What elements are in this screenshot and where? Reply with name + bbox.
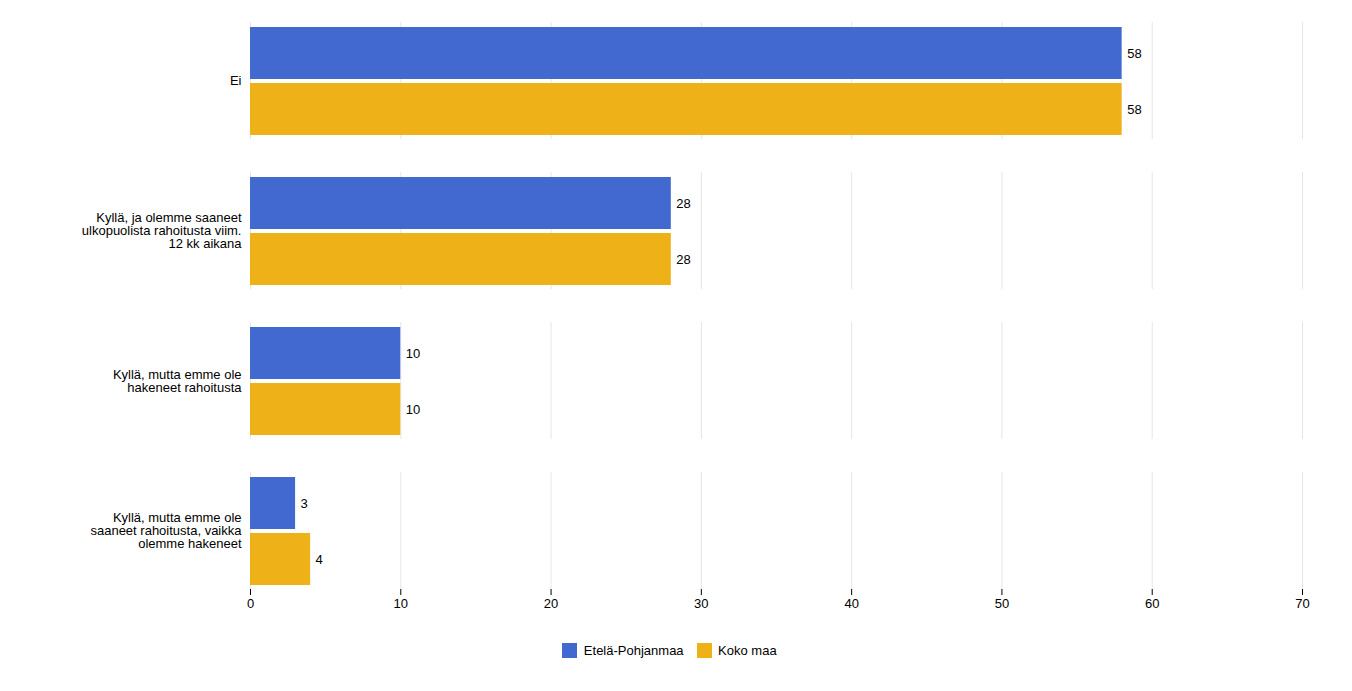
svg-text:60: 60 — [1145, 596, 1159, 611]
svg-text:58: 58 — [1127, 102, 1141, 117]
html-text:Etelä-Pohjanmaa: Etelä-Pohjanmaa — [583, 643, 684, 658]
svg-text:30: 30 — [694, 596, 708, 611]
svg-text:40: 40 — [844, 596, 858, 611]
svg-text:3: 3 — [301, 496, 308, 511]
svg-text:Kyllä, mutta emme olesaaneet r: Kyllä, mutta emme olesaaneet rahoitusta,… — [90, 510, 242, 551]
svg-text:10: 10 — [406, 346, 420, 361]
svg-text:58: 58 — [1127, 46, 1141, 61]
svg-text:28: 28 — [676, 196, 690, 211]
svg-text:70: 70 — [1295, 596, 1309, 611]
svg-text:0: 0 — [247, 596, 254, 611]
svg-text:Kyllä, mutta emme olehakeneet: Kyllä, mutta emme olehakeneet rahoitusta — [113, 367, 242, 395]
svg-text:Ei: Ei — [230, 73, 242, 88]
svg-text:50: 50 — [995, 596, 1009, 611]
svg-text:Kyllä, ja olemme saaneetulkopu: Kyllä, ja olemme saaneetulkopuolista rah… — [82, 210, 242, 251]
svg-text:28: 28 — [676, 252, 690, 267]
svg-text:10: 10 — [406, 402, 420, 417]
html-text:Koko maa: Koko maa — [718, 643, 777, 658]
svg-text:4: 4 — [316, 552, 323, 567]
svg-text:20: 20 — [544, 596, 558, 611]
svg-text:10: 10 — [394, 596, 408, 611]
